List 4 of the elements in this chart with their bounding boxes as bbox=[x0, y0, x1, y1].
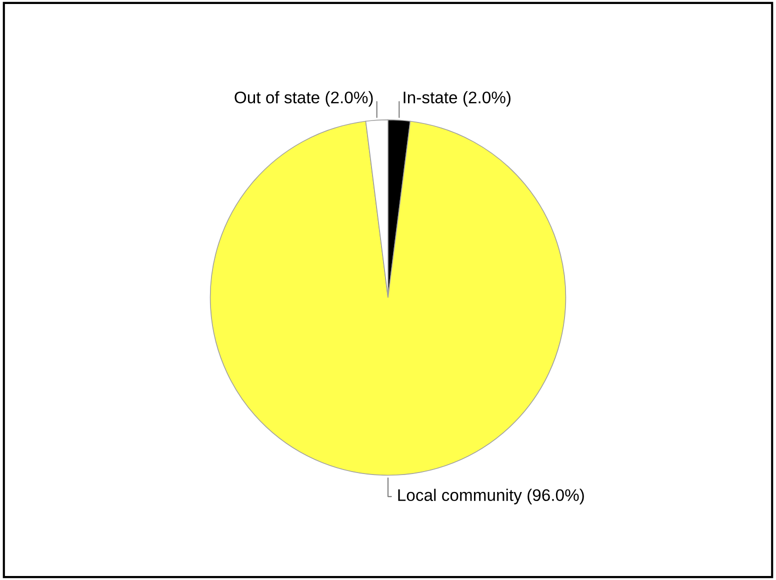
slice-label: Out of state (2.0%) bbox=[234, 91, 373, 107]
slice-label: Local community (96.0%) bbox=[398, 488, 584, 504]
slice-label: In-state (2.0%) bbox=[404, 91, 510, 107]
pie-slice bbox=[210, 120, 566, 476]
